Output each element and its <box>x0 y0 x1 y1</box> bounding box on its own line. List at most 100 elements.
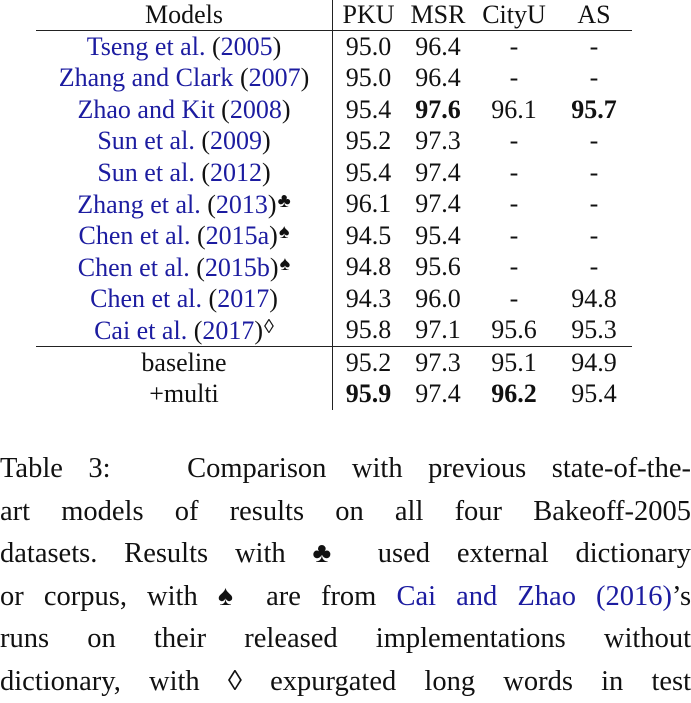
model-year[interactable]: 2015b <box>205 253 270 282</box>
cityu-score: - <box>472 126 556 158</box>
pku-score: 94.8 <box>333 252 405 284</box>
pku-score: 95.2 <box>333 347 405 379</box>
cityu-score: 95.6 <box>472 315 556 347</box>
header-pku: PKU <box>333 0 405 31</box>
model-citation[interactable]: Cai et al. <box>94 316 187 345</box>
msr-score: 97.3 <box>404 347 472 379</box>
caption-text: or corpus, with <box>0 581 198 612</box>
model-citation[interactable]: Sun et al. <box>97 158 195 187</box>
results-table-area: Models PKU MSR CityU AS Tseng et al. (20… <box>0 0 691 440</box>
model-citation[interactable]: Zhang and Clark <box>59 63 234 92</box>
model-citation[interactable]: Sun et al. <box>97 126 195 155</box>
as-score: - <box>556 126 632 158</box>
cityu-score: - <box>472 189 556 221</box>
model-year[interactable]: 2017 <box>217 284 269 313</box>
as-score: - <box>556 31 632 63</box>
caption-text: art models of results on all four Bakeof… <box>0 496 691 527</box>
model-citation[interactable]: Chen et al. <box>79 221 191 250</box>
pku-score: 95.4 <box>333 94 405 126</box>
as-score: 95.7 <box>556 94 632 126</box>
caption-text: datasets. Results with <box>0 538 286 569</box>
pku-score: 94.5 <box>333 220 405 252</box>
model-cell: Sun et al. (2012) <box>36 157 333 189</box>
model-cell: Chen et al. (2015b)♠ <box>36 252 333 284</box>
caption-line: art models of results on all four Bakeof… <box>0 491 691 534</box>
model-citation[interactable]: Zhao and Kit <box>77 95 214 124</box>
msr-score: 96.0 <box>404 283 472 315</box>
pku-score: 94.3 <box>333 283 405 315</box>
cityu-score: - <box>472 63 556 95</box>
spade-icon: ♠ <box>280 253 291 275</box>
as-score: - <box>556 220 632 252</box>
model-citation[interactable]: Zhang et al. <box>77 190 200 219</box>
caption-text: Comparison with previous state-of-the- <box>187 453 691 484</box>
pku-score: 95.2 <box>333 126 405 158</box>
model-year[interactable]: 2005 <box>221 32 273 61</box>
model-year[interactable]: 2008 <box>230 95 282 124</box>
as-score: 94.9 <box>556 347 632 379</box>
header-models: Models <box>36 0 333 31</box>
model-year[interactable]: 2015a <box>206 221 270 250</box>
citation-name[interactable]: Cai and Zhao <box>396 581 575 612</box>
model-year[interactable]: 2017 <box>202 316 254 345</box>
caption-text: runs on their released implementations w… <box>0 623 691 654</box>
cityu-score: 96.1 <box>472 94 556 126</box>
model-citation[interactable]: Chen et al. <box>78 253 190 282</box>
club-icon: ♣ <box>278 190 291 212</box>
as-score: - <box>556 63 632 95</box>
model-cell: Chen et al. (2015a)♠ <box>36 220 333 252</box>
pku-score: 95.9 <box>333 379 405 411</box>
diamond-icon: ◊ <box>228 666 242 697</box>
cityu-score: - <box>472 220 556 252</box>
header-as: AS <box>556 0 632 31</box>
msr-score: 97.4 <box>404 379 472 411</box>
spade-icon: ♠ <box>218 581 246 612</box>
citation-link[interactable]: Cai and Zhao (2016) <box>396 581 672 612</box>
msr-score: 97.6 <box>404 94 472 126</box>
caption-line: datasets. Results with ♣ used external d… <box>0 533 691 576</box>
msr-score: 95.4 <box>404 220 472 252</box>
club-icon: ♣ <box>312 538 350 569</box>
pku-score: 95.0 <box>333 31 405 63</box>
cityu-score: - <box>472 252 556 284</box>
caption-line: Table 3: Comparison with previous state-… <box>0 448 691 491</box>
as-score: - <box>556 157 632 189</box>
as-score: 95.4 <box>556 379 632 411</box>
model-cell: Zhang et al. (2013)♣ <box>36 189 333 221</box>
cityu-score: 96.2 <box>472 379 556 411</box>
caption-line: or corpus, with ♠ are from Cai and Zhao … <box>0 576 691 619</box>
table-header-row: Models PKU MSR CityU AS <box>36 0 632 31</box>
as-score: - <box>556 252 632 284</box>
model-citation[interactable]: Chen et al. <box>90 284 202 313</box>
model-citation[interactable]: Tseng et al. <box>87 32 206 61</box>
caption-label: Table 3: <box>0 453 111 484</box>
cityu-score: - <box>472 283 556 315</box>
pku-score: 95.0 <box>333 63 405 95</box>
model-cell: baseline <box>36 347 333 379</box>
model-cell: +multi <box>36 379 333 411</box>
msr-score: 97.4 <box>404 157 472 189</box>
msr-score: 97.1 <box>404 315 472 347</box>
pku-score: 95.8 <box>333 315 405 347</box>
citation-year[interactable]: 2016 <box>606 581 663 612</box>
spade-icon: ♠ <box>279 221 290 243</box>
diamond-icon: ◊ <box>264 316 274 338</box>
model-cell: Zhang and Clark (2007) <box>36 63 333 95</box>
cityu-score: - <box>472 31 556 63</box>
model-year[interactable]: 2012 <box>210 158 262 187</box>
msr-score: 96.4 <box>404 63 472 95</box>
caption-text: expurgated long words in test <box>270 666 691 697</box>
model-cell: Tseng et al. (2005) <box>36 31 333 63</box>
msr-score: 97.4 <box>404 189 472 221</box>
model-year[interactable]: 2009 <box>210 126 262 155</box>
model-year[interactable]: 2007 <box>249 63 301 92</box>
model-year[interactable]: 2013 <box>216 190 268 219</box>
